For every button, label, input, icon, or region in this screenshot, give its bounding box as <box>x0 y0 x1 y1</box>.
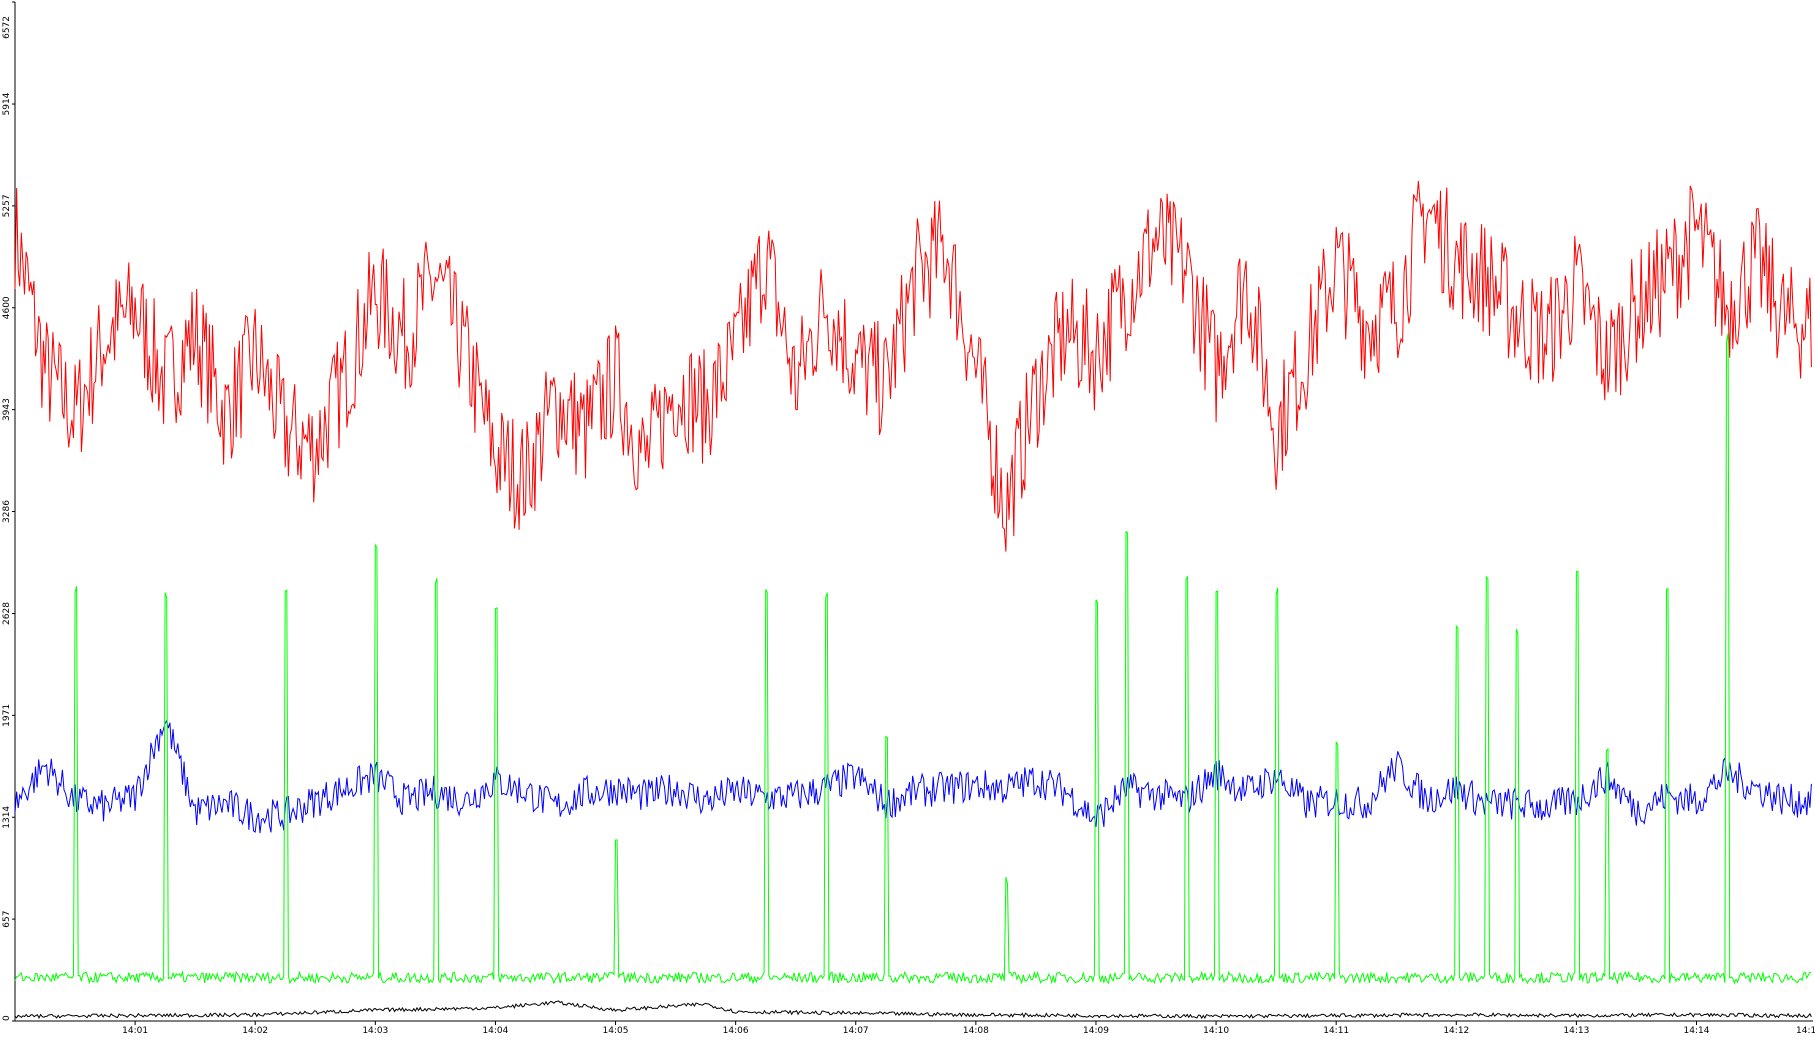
y-tick-label: 3943 <box>2 398 12 421</box>
x-tick-label: 14:05 <box>603 1026 629 1036</box>
y-tick-label: 2628 <box>2 602 12 625</box>
y-tick-label: 6572 <box>2 16 12 39</box>
series-line-4 <box>15 1001 1811 1018</box>
x-tick-label: 14:04 <box>482 1026 508 1036</box>
y-tick-label: 5914 <box>2 92 12 115</box>
x-tick-label: 14:15 <box>1796 1026 1815 1036</box>
x-tick-label: 14:02 <box>242 1026 268 1036</box>
y-tick-label: 1314 <box>2 806 12 829</box>
series-line-1 <box>15 181 1811 551</box>
x-tick-label: 14:07 <box>843 1026 869 1036</box>
x-tick-label: 14:13 <box>1563 1026 1589 1036</box>
x-tick-label: 14:06 <box>723 1026 749 1036</box>
x-tick-label: 14:08 <box>963 1026 989 1036</box>
x-tick-label: 14:14 <box>1684 1026 1710 1036</box>
x-tick-label: 14:03 <box>362 1026 388 1036</box>
y-tick-label: 1971 <box>2 704 12 727</box>
x-tick-label: 14:10 <box>1203 1026 1229 1036</box>
x-tick-label: 14:12 <box>1443 1026 1469 1036</box>
y-tick-label: 0 <box>2 1015 12 1021</box>
y-tick-label: 3286 <box>2 500 12 523</box>
y-tick-label: 657 <box>2 911 12 928</box>
x-tick-label: 14:09 <box>1083 1026 1109 1036</box>
y-tick-label: 4600 <box>2 296 12 319</box>
y-tick-label: 5257 <box>2 194 12 217</box>
x-tick-label: 14:01 <box>122 1026 148 1036</box>
x-tick-label: 14:11 <box>1323 1026 1349 1036</box>
